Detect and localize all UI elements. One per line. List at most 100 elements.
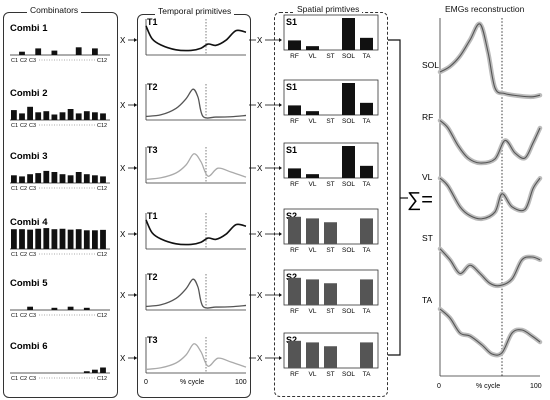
temporal-curve [145, 343, 247, 371]
combi-tick: C12 [97, 58, 107, 64]
multiply-sign: X [120, 101, 126, 110]
combi-bar [59, 228, 66, 249]
combi-tick: C2 [20, 252, 27, 258]
combi-tick: C2 [20, 376, 27, 382]
combi-bar [59, 112, 66, 120]
combi-bar [59, 174, 66, 183]
spatial-bar [306, 342, 319, 368]
combi-bar [75, 172, 82, 183]
spatial-label: S1 [286, 145, 297, 155]
arrow-head [279, 356, 282, 360]
emg-muscle-label: SOL [422, 60, 439, 70]
spatial-muscle-label: SOL [342, 118, 355, 125]
combi-bar [67, 229, 74, 249]
spatial-muscle-label: VL [309, 53, 317, 60]
spatial-bar [324, 222, 337, 244]
spatial-muscle-label: SOL [342, 181, 355, 188]
spatial-label: S2 [286, 211, 297, 221]
sum-operator: ∑= [407, 189, 433, 211]
spatial-muscle-label: ST [326, 118, 334, 125]
combi-label: Combi 4 [10, 217, 48, 228]
spatial-bar [288, 168, 301, 178]
multiply-sign: X [120, 354, 126, 363]
spatial-muscle-label: RF [290, 247, 299, 254]
spatial-muscle-label: ST [326, 308, 334, 315]
combi-bar [83, 174, 90, 183]
spatial-muscle-label: ST [326, 371, 334, 378]
spatial-muscle-label: SOL [342, 247, 355, 254]
combi-tick: C12 [97, 252, 107, 258]
temporal-curve [145, 278, 247, 309]
combi-bar [19, 229, 25, 249]
emg-band [437, 118, 543, 166]
combi-bar [83, 307, 90, 310]
combi-tick: C2 [20, 186, 27, 192]
combinators-title: Combinators [27, 5, 82, 15]
emg-xtick: 0 [437, 383, 441, 390]
spatial-bar [360, 279, 373, 305]
combi-bar [100, 229, 106, 249]
combi-tick: C12 [97, 376, 107, 382]
combi-bar [83, 111, 90, 120]
combi-tick: C12 [97, 186, 107, 192]
combi-bar [43, 228, 50, 249]
spatial-muscle-label: TA [363, 53, 371, 60]
combi-bar [75, 113, 82, 120]
combi-tick: C2 [20, 313, 27, 319]
temporal-curve [145, 153, 247, 181]
multiply-sign: X [257, 101, 263, 110]
spatial-muscle-label: RF [290, 308, 299, 315]
multiply-sign: X [120, 230, 126, 239]
spatial-label: S2 [286, 272, 297, 282]
combi-label: Combi 5 [10, 278, 48, 289]
emg-muscle-label: RF [422, 112, 433, 122]
combi-bar [27, 174, 33, 183]
emg-xlabel: % cycle [476, 383, 500, 390]
temporal-xlabel: % cycle [180, 379, 204, 386]
combi-bar [19, 176, 25, 183]
combi-tick: C1 [11, 252, 18, 258]
combi-tick: C2 [20, 58, 27, 64]
sum-bracket [388, 39, 401, 356]
spatial-muscle-label: RF [290, 118, 299, 125]
temporal-xtick: 100 [235, 379, 247, 386]
combi-label: Combi 6 [10, 341, 47, 352]
spatial-muscle-label: VL [309, 247, 317, 254]
spatial-bar [360, 102, 373, 115]
spatial-bar [306, 111, 319, 115]
temporal-curve [145, 88, 247, 119]
spatial-label: S1 [286, 82, 297, 92]
spatial-muscle-label: ST [326, 181, 334, 188]
combi-bar [75, 229, 82, 249]
combi-bar [27, 229, 33, 249]
spatial-bar [342, 146, 355, 178]
combi-bar [35, 228, 42, 249]
multiply-sign: X [120, 164, 126, 173]
combi-bar [27, 106, 33, 120]
spatial-muscle-label: VL [309, 371, 317, 378]
combi-bar [35, 173, 42, 183]
spatial-bar [342, 18, 355, 50]
temporal-label: T3 [147, 145, 158, 155]
arrow-head [279, 166, 282, 170]
spatial-muscle-label: VL [309, 118, 317, 125]
combi-bar [83, 230, 90, 249]
combi-bar [43, 170, 50, 183]
spatial-bar [360, 165, 373, 178]
combi-tick: C3 [29, 313, 36, 319]
spatial-muscle-label: SOL [342, 53, 355, 60]
arrow-head [134, 232, 137, 236]
spatial-bar [324, 283, 337, 305]
multiply-sign: X [120, 36, 126, 45]
spatial-label: S1 [286, 17, 297, 27]
spatial-muscle-label: TA [363, 247, 371, 254]
spatial-muscle-label: VL [309, 181, 317, 188]
combi-label: Combi 2 [10, 88, 47, 99]
spatial-muscle-label: ST [326, 53, 334, 60]
spatial-muscle-label: ST [326, 247, 334, 254]
arrow-head [134, 38, 137, 42]
combi-bar [100, 176, 106, 183]
temporal-label: T2 [147, 272, 158, 282]
spatial-muscle-label: TA [363, 181, 371, 188]
